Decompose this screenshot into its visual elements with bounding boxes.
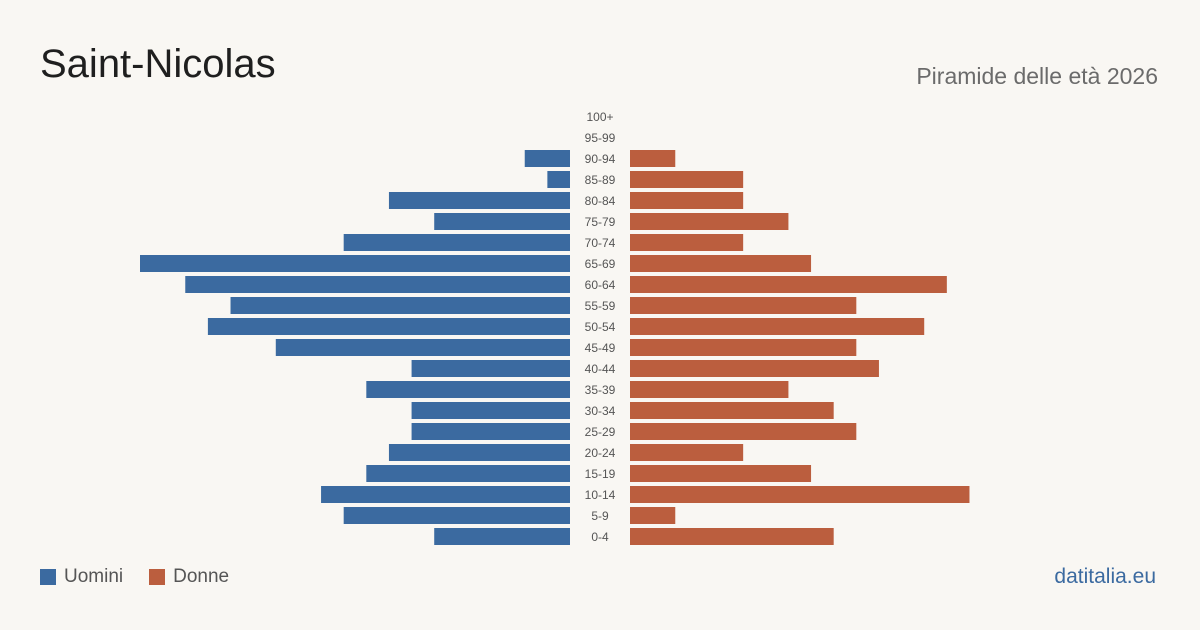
bar-women-25-29 bbox=[630, 423, 857, 440]
chart-title: Saint-Nicolas bbox=[40, 42, 276, 86]
bar-women-55-59 bbox=[630, 297, 857, 314]
bar-men-50-54 bbox=[207, 318, 571, 335]
bar-women-10-14 bbox=[630, 486, 970, 503]
bar-women-35-39 bbox=[630, 381, 789, 398]
age-label-45-49: 45-49 bbox=[585, 341, 616, 355]
age-label-95-99: 95-99 bbox=[585, 131, 616, 145]
age-label-85-89: 85-89 bbox=[585, 173, 616, 187]
bar-women-65-69 bbox=[630, 255, 812, 272]
bar-men-40-44 bbox=[411, 360, 570, 377]
legend-swatch-women bbox=[149, 569, 166, 585]
age-label-15-19: 15-19 bbox=[585, 467, 616, 481]
bar-women-90-94 bbox=[630, 150, 676, 167]
age-label-70-74: 70-74 bbox=[585, 236, 616, 250]
age-label-80-84: 80-84 bbox=[585, 194, 616, 208]
bar-women-50-54 bbox=[630, 318, 925, 335]
age-label-0-4: 0-4 bbox=[591, 530, 609, 544]
legend-swatch-men bbox=[40, 569, 56, 585]
bar-men-20-24 bbox=[388, 444, 570, 461]
bar-men-75-79 bbox=[434, 213, 570, 230]
chart-legend: Uomini Donne bbox=[40, 566, 255, 588]
bar-women-85-89 bbox=[630, 171, 744, 188]
age-label-65-69: 65-69 bbox=[585, 257, 616, 271]
bar-women-15-19 bbox=[630, 465, 812, 482]
age-label-90-94: 90-94 bbox=[585, 152, 616, 166]
bar-women-45-49 bbox=[630, 339, 857, 356]
bar-women-60-64 bbox=[630, 276, 947, 293]
age-label-55-59: 55-59 bbox=[585, 299, 616, 313]
bar-men-25-29 bbox=[411, 423, 570, 440]
bar-men-80-84 bbox=[388, 192, 570, 209]
age-label-10-14: 10-14 bbox=[585, 488, 616, 502]
bar-women-0-4 bbox=[630, 528, 834, 545]
bar-women-5-9 bbox=[630, 507, 676, 524]
age-label-5-9: 5-9 bbox=[591, 509, 609, 523]
age-label-60-64: 60-64 bbox=[585, 278, 616, 292]
bar-men-65-69 bbox=[140, 255, 570, 272]
population-pyramid-chart: 100+ 95-99 90-94 85-89 80-84 75-79 70-74 65-69 6… bbox=[140, 110, 970, 545]
age-label-40-44: 40-44 bbox=[585, 362, 616, 376]
bar-women-40-44 bbox=[630, 360, 879, 377]
bar-men-55-59 bbox=[230, 297, 571, 314]
bar-men-0-4 bbox=[434, 528, 570, 545]
age-label-35-39: 35-39 bbox=[585, 383, 616, 397]
bar-women-30-34 bbox=[630, 402, 834, 419]
bar-men-35-39 bbox=[366, 381, 570, 398]
bar-women-20-24 bbox=[630, 444, 744, 461]
legend-label-men: Uomini bbox=[64, 566, 124, 587]
chart-subtitle: Piramide delle età 2026 bbox=[916, 63, 1158, 89]
brand-link[interactable]: datitalia.eu bbox=[1054, 565, 1156, 588]
bar-men-30-34 bbox=[411, 402, 570, 419]
bar-men-85-89 bbox=[547, 171, 570, 188]
bar-men-70-74 bbox=[343, 234, 570, 251]
bar-men-5-9 bbox=[343, 507, 570, 524]
bar-women-75-79 bbox=[630, 213, 789, 230]
age-label-30-34: 30-34 bbox=[585, 404, 616, 418]
bar-women-70-74 bbox=[630, 234, 744, 251]
bar-men-10-14 bbox=[321, 486, 570, 503]
legend-item-women: Donne bbox=[149, 566, 229, 588]
age-label-20-24: 20-24 bbox=[585, 446, 616, 460]
bar-women-80-84 bbox=[630, 192, 744, 209]
legend-item-men: Uomini bbox=[40, 566, 123, 588]
bar-men-45-49 bbox=[275, 339, 570, 356]
bar-men-15-19 bbox=[366, 465, 570, 482]
age-label-25-29: 25-29 bbox=[585, 425, 616, 439]
bar-men-90-94 bbox=[524, 150, 570, 167]
age-label-50-54: 50-54 bbox=[585, 320, 616, 334]
age-label-75-79: 75-79 bbox=[585, 215, 616, 229]
legend-label-women: Donne bbox=[173, 566, 230, 587]
bar-men-60-64 bbox=[185, 276, 570, 293]
age-label-100+: 100+ bbox=[586, 110, 613, 124]
